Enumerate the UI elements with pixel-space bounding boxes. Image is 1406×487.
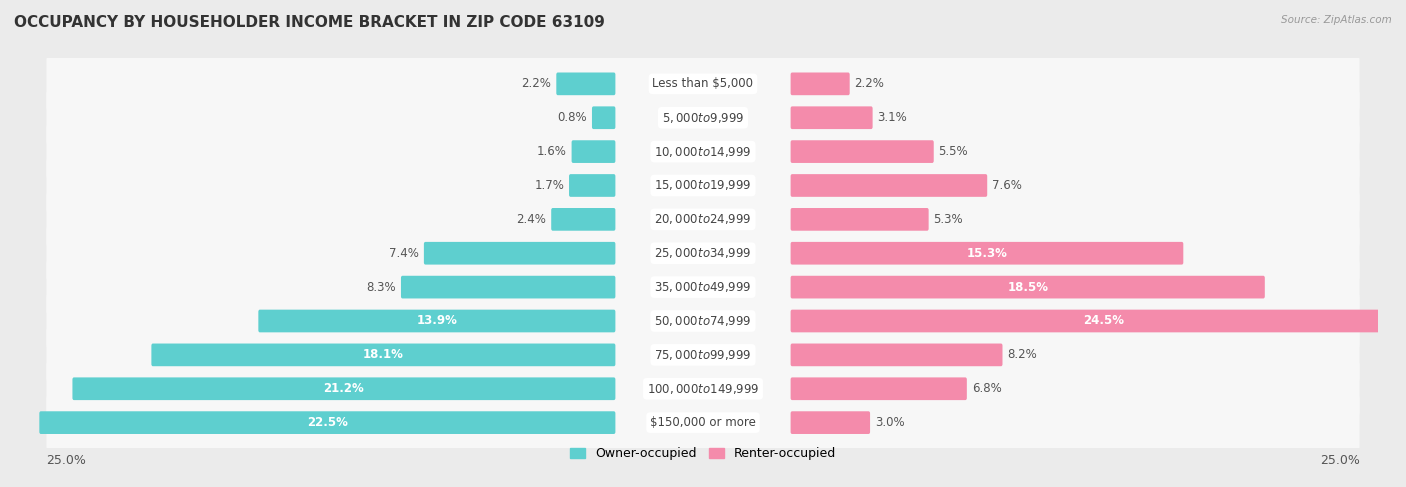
FancyBboxPatch shape <box>73 377 616 400</box>
Text: Less than $5,000: Less than $5,000 <box>652 77 754 91</box>
Text: OCCUPANCY BY HOUSEHOLDER INCOME BRACKET IN ZIP CODE 63109: OCCUPANCY BY HOUSEHOLDER INCOME BRACKET … <box>14 15 605 30</box>
Text: 18.5%: 18.5% <box>1007 281 1049 294</box>
Text: 18.1%: 18.1% <box>363 348 404 361</box>
Text: 21.2%: 21.2% <box>323 382 364 395</box>
FancyBboxPatch shape <box>790 310 1406 332</box>
Legend: Owner-occupied, Renter-occupied: Owner-occupied, Renter-occupied <box>565 442 841 465</box>
FancyBboxPatch shape <box>46 393 1360 452</box>
Text: 5.5%: 5.5% <box>939 145 969 158</box>
Text: 2.2%: 2.2% <box>855 77 884 91</box>
FancyBboxPatch shape <box>551 208 616 231</box>
FancyBboxPatch shape <box>790 208 928 231</box>
Text: 1.7%: 1.7% <box>534 179 564 192</box>
Text: 1.6%: 1.6% <box>537 145 567 158</box>
Text: 2.2%: 2.2% <box>522 77 551 91</box>
FancyBboxPatch shape <box>592 106 616 129</box>
Text: $50,000 to $74,999: $50,000 to $74,999 <box>654 314 752 328</box>
FancyBboxPatch shape <box>401 276 616 299</box>
FancyBboxPatch shape <box>46 122 1360 181</box>
Text: 0.8%: 0.8% <box>558 111 588 124</box>
Text: 3.0%: 3.0% <box>875 416 904 429</box>
Text: 5.3%: 5.3% <box>934 213 963 226</box>
FancyBboxPatch shape <box>46 190 1360 249</box>
Text: 2.4%: 2.4% <box>516 213 547 226</box>
Text: $35,000 to $49,999: $35,000 to $49,999 <box>654 280 752 294</box>
Text: 3.1%: 3.1% <box>877 111 907 124</box>
Text: $20,000 to $24,999: $20,000 to $24,999 <box>654 212 752 226</box>
FancyBboxPatch shape <box>790 377 967 400</box>
FancyBboxPatch shape <box>790 412 870 434</box>
Text: 7.6%: 7.6% <box>993 179 1022 192</box>
Text: 13.9%: 13.9% <box>416 315 457 327</box>
FancyBboxPatch shape <box>790 106 873 129</box>
Text: 22.5%: 22.5% <box>307 416 347 429</box>
Text: $15,000 to $19,999: $15,000 to $19,999 <box>654 178 752 192</box>
FancyBboxPatch shape <box>46 156 1360 215</box>
FancyBboxPatch shape <box>259 310 616 332</box>
Text: $75,000 to $99,999: $75,000 to $99,999 <box>654 348 752 362</box>
FancyBboxPatch shape <box>557 73 616 95</box>
Text: 24.5%: 24.5% <box>1084 315 1125 327</box>
FancyBboxPatch shape <box>39 412 616 434</box>
Text: 6.8%: 6.8% <box>972 382 1001 395</box>
Text: $25,000 to $34,999: $25,000 to $34,999 <box>654 246 752 260</box>
Text: Source: ZipAtlas.com: Source: ZipAtlas.com <box>1281 15 1392 25</box>
FancyBboxPatch shape <box>46 291 1360 351</box>
FancyBboxPatch shape <box>790 140 934 163</box>
FancyBboxPatch shape <box>569 174 616 197</box>
FancyBboxPatch shape <box>46 258 1360 317</box>
FancyBboxPatch shape <box>46 88 1360 148</box>
FancyBboxPatch shape <box>46 359 1360 418</box>
FancyBboxPatch shape <box>790 73 849 95</box>
Text: 8.2%: 8.2% <box>1007 348 1038 361</box>
FancyBboxPatch shape <box>152 343 616 366</box>
Text: $100,000 to $149,999: $100,000 to $149,999 <box>647 382 759 396</box>
FancyBboxPatch shape <box>790 276 1265 299</box>
FancyBboxPatch shape <box>46 54 1360 113</box>
Text: 15.3%: 15.3% <box>966 247 1007 260</box>
FancyBboxPatch shape <box>572 140 616 163</box>
FancyBboxPatch shape <box>790 343 1002 366</box>
Text: $10,000 to $14,999: $10,000 to $14,999 <box>654 145 752 159</box>
FancyBboxPatch shape <box>46 325 1360 385</box>
Text: 8.3%: 8.3% <box>367 281 396 294</box>
FancyBboxPatch shape <box>46 224 1360 283</box>
FancyBboxPatch shape <box>790 242 1184 264</box>
FancyBboxPatch shape <box>790 174 987 197</box>
FancyBboxPatch shape <box>423 242 616 264</box>
Text: $5,000 to $9,999: $5,000 to $9,999 <box>662 111 744 125</box>
Text: 7.4%: 7.4% <box>389 247 419 260</box>
Text: $150,000 or more: $150,000 or more <box>650 416 756 429</box>
